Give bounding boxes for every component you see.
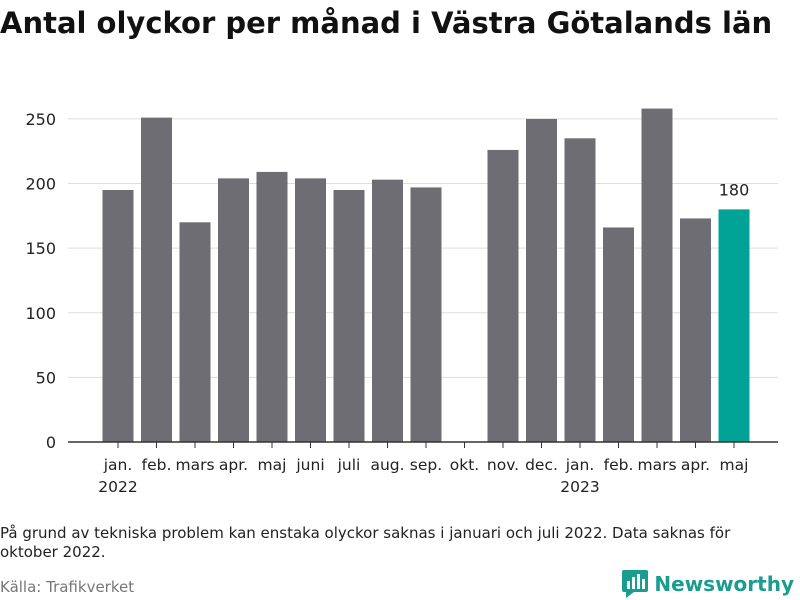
brand-name: Newsworthy — [654, 572, 794, 596]
x-tick-label: aug. — [370, 456, 404, 474]
footnote: På grund av tekniska problem kan enstaka… — [0, 524, 731, 561]
bar — [718, 209, 750, 442]
x-tick-label: feb. — [142, 456, 172, 474]
x-tick-label: okt. — [450, 456, 479, 474]
y-tick-label: 0 — [46, 433, 56, 452]
x-tick-label: apr. — [219, 456, 248, 474]
bar — [256, 171, 288, 442]
x-tick-label: apr. — [681, 456, 710, 474]
x-tick-label: feb. — [604, 456, 634, 474]
x-tick-label: mars — [637, 456, 676, 474]
bar — [141, 117, 172, 442]
y-axis-ticks: 0 50 100 150 200 250 — [25, 110, 56, 452]
bar — [526, 118, 557, 442]
bar — [410, 187, 442, 442]
newsworthy-logo-icon — [622, 570, 649, 598]
y-tick-label: 150 — [25, 239, 56, 258]
x-axis — [68, 441, 778, 448]
annotations: 180 — [719, 180, 750, 199]
x-tick-label: jan. — [565, 456, 595, 474]
bar — [102, 190, 134, 442]
x-tick-label: sep. — [410, 456, 442, 474]
x-tick-label: mars — [175, 456, 214, 474]
highlight-value-label: 180 — [719, 180, 750, 199]
x-tick-label: maj — [720, 456, 749, 474]
x-tick-label: nov. — [487, 456, 519, 474]
bar — [218, 178, 249, 442]
bar — [333, 190, 365, 442]
year-label: 2022 — [98, 478, 137, 496]
bar — [641, 108, 673, 442]
year-label: 2023 — [560, 478, 599, 496]
source-text: Källa: Trafikverket — [0, 578, 135, 596]
x-tick-label: dec. — [525, 456, 558, 474]
bar — [680, 218, 711, 442]
bar — [372, 179, 403, 442]
x-tick-label: juli — [337, 456, 361, 474]
y-tick-label: 50 — [36, 368, 56, 387]
y-tick-label: 100 — [25, 304, 56, 323]
x-axis-labels: jan. feb. mars apr. maj juni juli aug. sep. okt. n… — [98, 456, 748, 496]
x-tick-label: juni — [295, 456, 324, 474]
bar — [603, 227, 634, 442]
bar — [295, 178, 326, 442]
bars — [102, 108, 750, 443]
x-tick-label: maj — [258, 456, 287, 474]
bar — [564, 138, 596, 443]
y-tick-label: 250 — [25, 110, 56, 129]
chart-title: Antal olyckor per månad i Västra Götalan… — [0, 6, 773, 40]
x-tick-label: jan. — [103, 456, 133, 474]
bar — [487, 149, 519, 442]
y-tick-label: 200 — [25, 175, 56, 194]
brand-logo: Newsworthy — [622, 570, 794, 598]
bar — [179, 222, 211, 442]
